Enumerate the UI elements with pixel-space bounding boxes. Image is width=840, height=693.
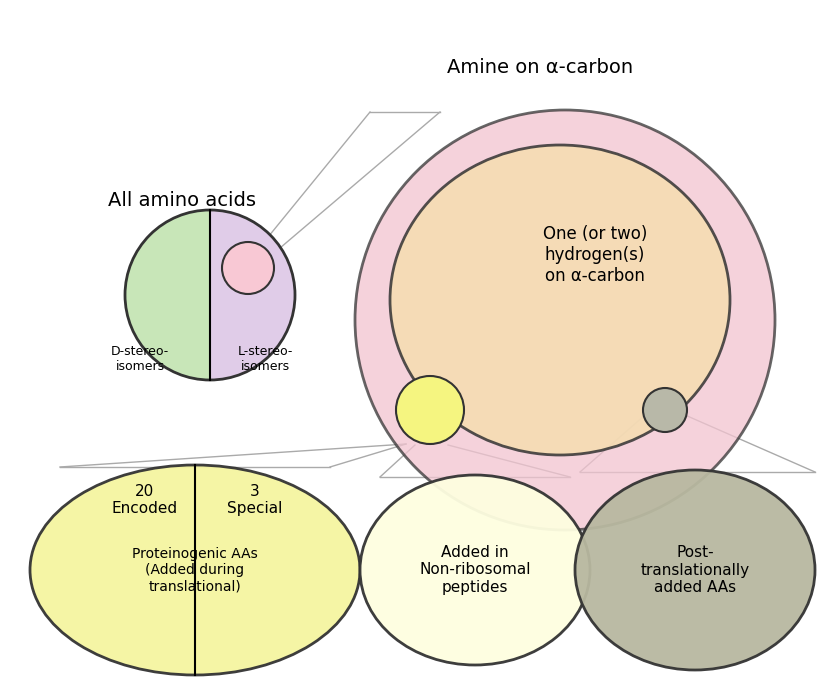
Circle shape (222, 242, 274, 294)
Text: Added in
Non-ribosomal
peptides: Added in Non-ribosomal peptides (419, 545, 531, 595)
Ellipse shape (360, 475, 590, 665)
Text: 3
Special: 3 Special (228, 484, 283, 516)
Ellipse shape (30, 465, 360, 675)
Circle shape (355, 110, 775, 530)
Polygon shape (125, 210, 210, 380)
Circle shape (396, 376, 464, 444)
Circle shape (643, 388, 687, 432)
Text: D-stereo-
isomers: D-stereo- isomers (111, 345, 169, 373)
Ellipse shape (575, 470, 815, 670)
Polygon shape (210, 210, 295, 380)
Text: Post-
translationally
added AAs: Post- translationally added AAs (640, 545, 749, 595)
Text: One (or two)
hydrogen(s)
on α-carbon: One (or two) hydrogen(s) on α-carbon (543, 225, 647, 285)
Text: L-stereo-
isomers: L-stereo- isomers (238, 345, 292, 373)
Text: Amine on α-carbon: Amine on α-carbon (447, 58, 633, 77)
Text: All amino acids: All amino acids (108, 191, 256, 210)
Ellipse shape (390, 145, 730, 455)
Text: 20
Encoded: 20 Encoded (112, 484, 178, 516)
Text: Proteinogenic AAs
(Added during
translational): Proteinogenic AAs (Added during translat… (132, 547, 258, 593)
